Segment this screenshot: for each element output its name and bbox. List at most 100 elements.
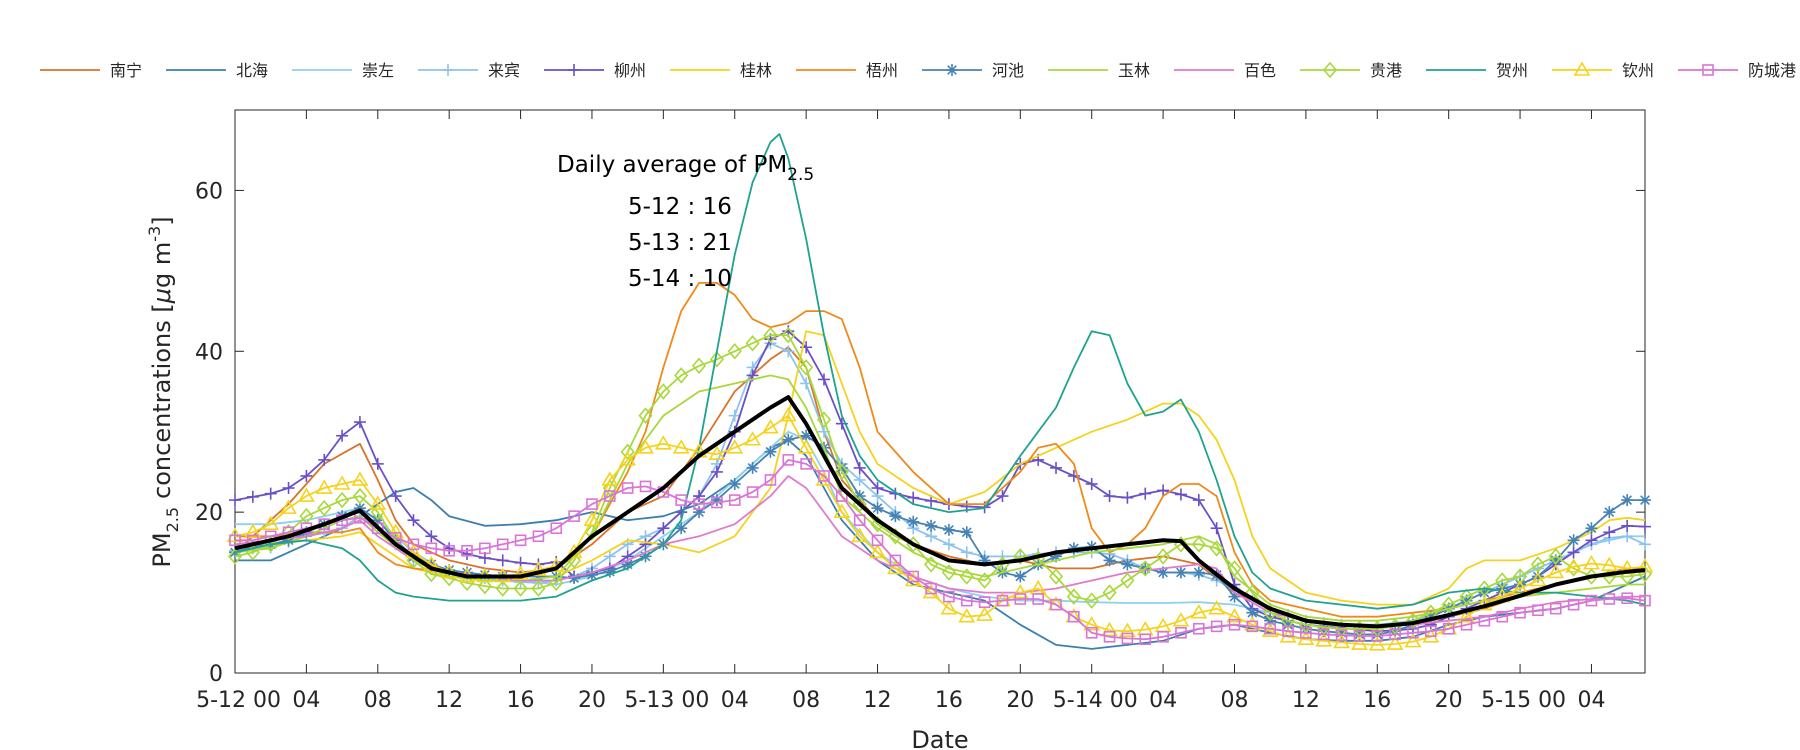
- y-tick-label: 0: [209, 662, 223, 687]
- x-tick-label: 04: [1577, 688, 1605, 713]
- series-8-point: [889, 510, 902, 523]
- series-8-point: [728, 477, 741, 490]
- series-8-point: [925, 519, 938, 532]
- series-8-point: [603, 565, 616, 578]
- series-8-point: [871, 502, 884, 515]
- series-11-point: [531, 580, 546, 597]
- legend-label: 梧州: [866, 61, 898, 80]
- series-13-point: [369, 495, 387, 510]
- series-14-point: [943, 590, 955, 603]
- series-14-point: [461, 544, 473, 557]
- series-13-point: [1101, 621, 1118, 637]
- x-tick-label: 5-14 00: [1053, 688, 1138, 713]
- series-14-point: [1014, 593, 1027, 605]
- series-13-point: [530, 561, 547, 576]
- legend-item-14: 防城港: [1678, 61, 1796, 80]
- series-4-point: [1639, 538, 1651, 551]
- series-13-point: [940, 600, 958, 615]
- series-11-point: [1048, 568, 1064, 585]
- series-14-point: [1103, 631, 1116, 643]
- series-13-point: [1333, 633, 1350, 649]
- legend-item-7: 梧州: [796, 61, 898, 80]
- series-5-point: [1103, 490, 1116, 503]
- series-5-point: [300, 469, 313, 482]
- series-11-point: [549, 574, 564, 592]
- series-5-point: [371, 457, 384, 470]
- series-14-point: [407, 538, 420, 551]
- series-11-point: [1013, 548, 1028, 565]
- series-11-point: [513, 580, 528, 597]
- series-13-point: [1172, 612, 1190, 627]
- series-14-point: [229, 534, 241, 547]
- series-13-point: [333, 475, 351, 490]
- legend-item-2: 北海: [166, 61, 268, 80]
- series-8-point: [960, 526, 973, 539]
- series-11-point: [1209, 540, 1224, 557]
- series-14-point: [479, 542, 491, 555]
- series-5-point: [229, 494, 241, 507]
- series-11-point: [709, 351, 724, 368]
- series-14-point: [1514, 606, 1526, 619]
- series-14-point: [853, 514, 866, 526]
- series-13-point: [1190, 604, 1208, 619]
- series-14-point: [764, 474, 777, 486]
- series-14-point: [586, 498, 598, 510]
- series-4-point: [1621, 530, 1634, 543]
- series-8-point: [585, 568, 598, 581]
- legend-label: 玉林: [1118, 61, 1150, 80]
- series-13-point: [297, 487, 315, 502]
- series-11-point: [1513, 568, 1528, 585]
- series-5-point: [1567, 546, 1580, 559]
- series-11-point: [656, 383, 671, 400]
- legend-item-13: 钦州: [1552, 61, 1654, 80]
- series-8-point: [1192, 566, 1205, 579]
- series-12: [234, 133, 1646, 610]
- annotation-line-2: 5-13 : 21: [628, 230, 732, 256]
- series-8-point: [1585, 522, 1598, 535]
- legend-label: 贺州: [1496, 61, 1528, 80]
- series-11-point: [1530, 556, 1545, 573]
- series-13-point: [1583, 555, 1600, 570]
- series-layer: [226, 133, 1654, 651]
- series-14-point: [871, 534, 884, 547]
- series-5-point: [693, 490, 706, 503]
- series-4-point: [728, 409, 741, 422]
- series-13-point: [958, 608, 976, 623]
- series-13-point: [1547, 563, 1565, 579]
- annotation-line-3: 5-14 : 10: [628, 266, 732, 292]
- series-13-point: [1600, 556, 1618, 572]
- series-11-point: [335, 491, 350, 509]
- series-14-point: [1300, 626, 1312, 639]
- series-11-point: [1102, 584, 1117, 601]
- series-14-point: [604, 490, 616, 502]
- legend-item-5: 柳州: [544, 61, 646, 80]
- series-13-point: [762, 419, 779, 434]
- series-11-point: [816, 411, 832, 428]
- series-13-point: [1458, 608, 1475, 623]
- series-11-point: [727, 343, 742, 360]
- series-8-point: [1014, 570, 1027, 583]
- legend-marker: [1702, 64, 1714, 76]
- legend-item-12: 贺州: [1426, 61, 1528, 80]
- series-13-point: [976, 606, 994, 621]
- series-13-point: [1226, 608, 1243, 623]
- series-5-point: [853, 461, 866, 474]
- average-line: [234, 395, 1646, 629]
- series-11-point: [495, 580, 510, 597]
- annotation-title: Daily average of PM2.5: [557, 152, 814, 185]
- series-13-point: [851, 527, 869, 543]
- series-4-point: [853, 473, 866, 486]
- series-14-point: [1175, 626, 1187, 639]
- legend-label: 柳州: [614, 61, 646, 80]
- series-14-point: [1317, 628, 1330, 641]
- series-14-point: [1210, 620, 1223, 633]
- x-axis-label: Date: [911, 726, 968, 750]
- series-11-point: [352, 487, 367, 505]
- x-axis: 5-12 00 04 08 12 16 20 5-13 00 04 08 12 16 20 5-14 0…: [196, 110, 1605, 713]
- series-14-point: [1549, 602, 1562, 615]
- x-tick-label: 04: [1149, 688, 1177, 713]
- series-14-point: [782, 454, 795, 466]
- legend-label: 防城港: [1748, 61, 1796, 80]
- series-5-point: [907, 491, 920, 504]
- x-tick-label: 12: [435, 688, 463, 713]
